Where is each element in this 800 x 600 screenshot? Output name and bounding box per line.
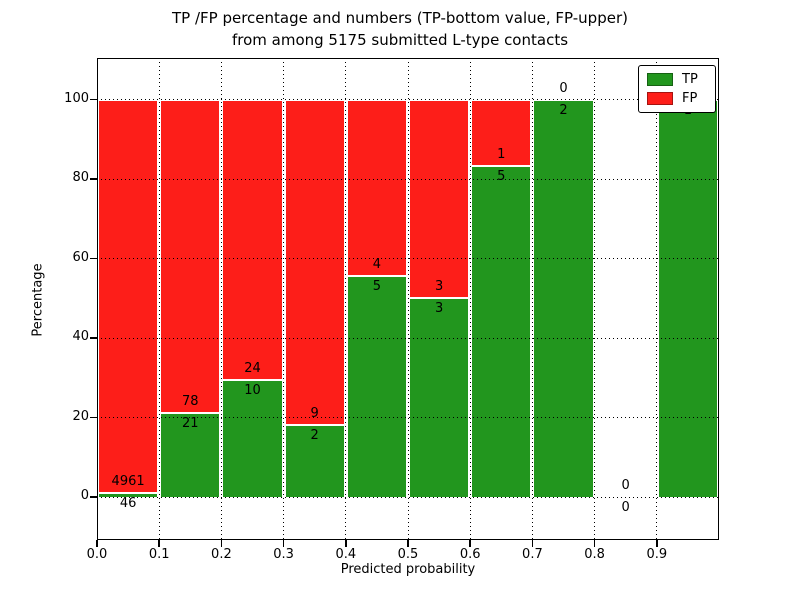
- y-tick-label: 0: [80, 488, 89, 503]
- x-tick-label: 0.7: [522, 547, 543, 562]
- gridline-horizontal: [97, 99, 719, 101]
- bar-segment-fp: [222, 99, 283, 381]
- tp-count-label: 5: [497, 168, 506, 184]
- legend-entry-tp: TP: [647, 72, 707, 87]
- bar-segment-tp: [346, 276, 407, 497]
- bar-segment-tp: [222, 380, 283, 497]
- tp-count-label: 10: [244, 383, 261, 399]
- gridline-horizontal: [97, 417, 719, 419]
- y-tick-label: 60: [72, 249, 89, 265]
- fp-count-label: 0: [559, 80, 568, 96]
- x-axis-label: Predicted probability: [340, 562, 476, 577]
- x-tick-label: 0.6: [459, 547, 481, 562]
- x-tick-mark: [407, 540, 409, 547]
- bar-segment-tp: [409, 298, 470, 497]
- gridline-horizontal: [97, 178, 719, 180]
- tp-count-label: 2: [559, 102, 568, 118]
- fp-count-label: 78: [182, 393, 199, 409]
- y-tick-mark: [90, 257, 97, 260]
- y-tick-label: 80: [72, 170, 89, 186]
- gridline-horizontal: [97, 258, 719, 260]
- x-tick-label: 0.0: [86, 547, 108, 562]
- x-tick-label: 0.8: [584, 547, 605, 562]
- x-tick-mark: [282, 540, 285, 547]
- x-tick-mark: [345, 540, 347, 547]
- fp-count-label: 3: [434, 279, 444, 295]
- x-tick-mark: [593, 540, 596, 547]
- fp-count-label: 1: [497, 146, 506, 162]
- bar-segment-tp: [471, 165, 532, 497]
- y-tick-mark: [90, 178, 97, 180]
- x-tick-mark: [220, 540, 223, 547]
- legend-entry-fp: FP: [647, 91, 707, 106]
- tp-count-label: 5: [372, 279, 382, 295]
- y-tick-mark: [90, 337, 97, 339]
- bar-segment-fp: [284, 99, 345, 425]
- y-tick-mark: [90, 416, 97, 419]
- bar-segment-fp: [160, 99, 221, 413]
- legend-label-tp: TP: [682, 72, 698, 87]
- fp-count-label: 4: [372, 257, 382, 273]
- legend: TP FP: [638, 65, 716, 113]
- bar-segment-tp: [533, 99, 594, 497]
- x-tick-mark: [158, 540, 160, 547]
- x-tick-mark: [531, 540, 534, 547]
- tp-count-label: 46: [119, 496, 137, 512]
- x-tick-label: 0.5: [397, 547, 419, 562]
- tp-count-label: 0: [621, 500, 630, 515]
- fp-count-label: 4961: [111, 474, 145, 490]
- x-tick-label: 0.2: [211, 547, 232, 562]
- y-tick-mark: [90, 496, 97, 498]
- bar-segment-tp: [98, 493, 159, 497]
- bar-segment-tp: [160, 412, 221, 497]
- x-tick-mark: [469, 540, 471, 547]
- x-tick-label: 0.4: [335, 547, 357, 562]
- plot-frame: [97, 58, 719, 540]
- gridline-vertical: [158, 58, 160, 540]
- bar-segment-fp: [471, 99, 532, 166]
- fp-count-label: 24: [244, 361, 261, 377]
- fp-count-label: 9: [310, 405, 319, 421]
- y-axis-label: Percentage: [30, 263, 46, 337]
- legend-swatch-tp: [647, 73, 673, 86]
- legend-label-fp: FP: [682, 91, 698, 106]
- legend-swatch-fp: [647, 92, 673, 105]
- y-tick-label: 100: [64, 90, 89, 106]
- y-tick-mark: [90, 98, 97, 101]
- chart-title-line1: TP /FP percentage and numbers (TP-bottom…: [172, 9, 628, 27]
- gridline-vertical: [345, 58, 347, 540]
- y-tick-label: 20: [72, 408, 89, 424]
- tp-count-label: 21: [182, 415, 199, 431]
- chart-title-line2: from among 5175 submitted L-type contact…: [231, 31, 569, 49]
- bar-segment-tp: [657, 99, 718, 497]
- bar-segment-fp: [409, 99, 470, 299]
- bar-segment-tp: [284, 424, 345, 497]
- gridline-vertical: [283, 58, 285, 540]
- fp-count-label: 0: [621, 478, 630, 493]
- gridline-vertical: [407, 58, 409, 540]
- x-tick-label: 0.3: [273, 547, 294, 562]
- gridline-horizontal: [97, 496, 719, 498]
- gridline-vertical: [656, 58, 658, 540]
- gridline-vertical: [531, 58, 533, 540]
- tp-count-label: 3: [434, 301, 444, 317]
- tp-count-label: 2: [310, 427, 319, 443]
- gridline-vertical: [220, 58, 222, 540]
- y-tick-label: 40: [72, 329, 89, 345]
- x-tick-mark: [656, 540, 658, 547]
- x-tick-mark: [96, 540, 98, 547]
- bar-segment-fp: [346, 99, 407, 277]
- gridline-horizontal: [97, 337, 719, 339]
- gridline-vertical: [469, 58, 471, 540]
- gridline-vertical: [594, 58, 596, 540]
- x-tick-label: 0.9: [646, 547, 668, 562]
- bar-segment-fp: [98, 99, 159, 494]
- x-tick-label: 0.1: [148, 547, 170, 562]
